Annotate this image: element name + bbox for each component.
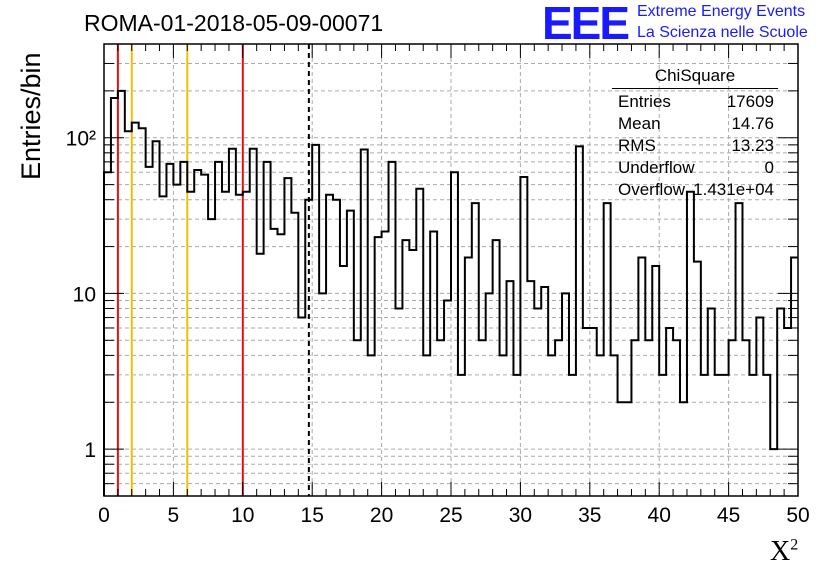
y-tick-label: 1: [84, 439, 96, 462]
x-tick-label: 0: [98, 504, 110, 527]
x-tick-label: 35: [578, 504, 601, 527]
reference-lines: [116, 44, 310, 496]
histogram-line: [103, 89, 798, 496]
stat-row-mean: Mean 14.76: [618, 114, 774, 133]
x-tick-label: 15: [301, 504, 324, 527]
chart-title: ROMA-01-2018-05-09-00071: [84, 10, 384, 36]
eee-logo: EEE: [542, 0, 630, 49]
x-tick-label: 30: [509, 504, 532, 527]
x-axis-label: X2: [770, 536, 799, 567]
x-tick-label: 45: [717, 504, 740, 527]
y-tick-label: 10: [73, 283, 96, 306]
x-axis: 0 5 10 15 20 25 30 35 40 45 50: [98, 44, 810, 527]
stat-row-overflow: Overflow 1.431e+04: [618, 180, 774, 199]
stat-row-rms: RMS 13.23: [618, 136, 774, 155]
stats-box: ChiSquare Entries 17609 Mean 14.76 RMS 13.2…: [612, 66, 778, 201]
x-tick-label: 25: [439, 504, 462, 527]
y-tick-label: 10²: [66, 128, 96, 151]
x-tick-label: 20: [370, 504, 393, 527]
x-tick-label: 5: [168, 504, 180, 527]
x-tick-label: 40: [648, 504, 671, 527]
x-tick-label: 10: [231, 504, 254, 527]
x-tick-label: 50: [786, 504, 809, 527]
stat-row-entries: Entries 17609: [618, 92, 774, 111]
stat-row-underflow: Underflow 0: [618, 158, 774, 177]
y-axis: 1 10 10²: [66, 43, 798, 497]
org-name-line1: Extreme Energy Events: [637, 3, 806, 20]
stats-title: ChiSquare: [612, 66, 778, 89]
org-name-line2: La Scienza nelle Scuole: [637, 24, 808, 41]
